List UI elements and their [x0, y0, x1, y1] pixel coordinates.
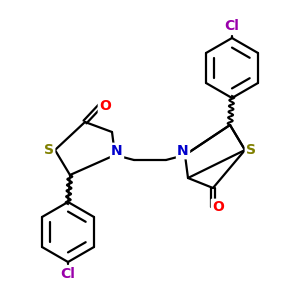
Text: S: S: [246, 143, 256, 157]
Text: S: S: [44, 143, 54, 157]
Text: Cl: Cl: [61, 267, 75, 281]
Text: N: N: [177, 144, 189, 158]
Text: O: O: [212, 200, 224, 214]
Text: Cl: Cl: [225, 19, 239, 33]
Text: O: O: [99, 99, 111, 113]
Text: N: N: [111, 144, 123, 158]
